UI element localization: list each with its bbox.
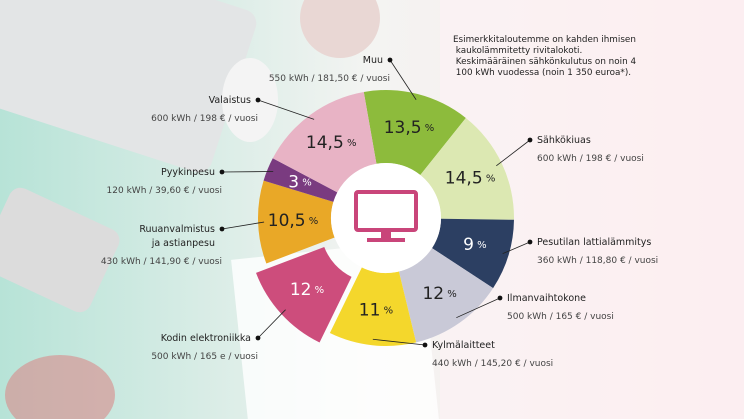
value-label: 3 %	[288, 173, 312, 193]
category-detail: 550 kWh / 181,50 € / vuosi	[269, 74, 390, 84]
category-label: Ruuanvalmistus ja astianpesu	[139, 224, 215, 249]
category-detail: 600 kWh / 198 € / vuosi	[151, 114, 258, 124]
slice	[363, 90, 466, 176]
leader-dot	[387, 57, 393, 63]
leader-dot	[255, 97, 261, 103]
laptop	[0, 0, 257, 173]
slice	[263, 158, 338, 202]
leader-dot	[422, 342, 428, 348]
leader-line	[502, 241, 531, 255]
value-label: 14,5 %	[445, 168, 496, 188]
leader-line	[257, 99, 315, 120]
leader-dot	[255, 335, 261, 341]
slice	[272, 91, 377, 193]
value-label: 13,5 %	[384, 118, 435, 138]
category-detail: 440 kWh / 145,20 € / vuosi	[432, 359, 553, 369]
slice	[329, 267, 417, 347]
value-label: 12 %	[290, 280, 324, 300]
leader-dot	[219, 226, 225, 232]
value-label: 9 %	[463, 235, 487, 255]
phone	[0, 187, 120, 313]
leader-line	[496, 139, 531, 167]
leader-line	[389, 59, 417, 100]
value-label: 10,5 %	[268, 211, 319, 231]
slice	[256, 246, 352, 343]
category-label: Ilmanvaihtokone	[507, 293, 586, 304]
category-label: Kodin elektroniikka	[161, 333, 251, 344]
category-detail: 430 kWh / 141,90 € / vuosi	[101, 257, 222, 267]
category-label: Muu	[363, 55, 383, 66]
slice	[398, 248, 494, 343]
value-label: 12 %	[422, 284, 456, 304]
leader-line	[372, 338, 426, 346]
mouse	[222, 58, 278, 142]
category-label: Sähkökiuas	[537, 135, 591, 146]
center-icon	[331, 163, 441, 273]
slice	[432, 218, 514, 289]
value-label: 14,5 %	[306, 133, 357, 153]
cup	[5, 355, 115, 419]
category-label: Kylmälaitteet	[432, 340, 495, 351]
category-detail: 500 kWh / 165 e / vuosi	[151, 352, 258, 362]
leader-line	[257, 309, 286, 339]
category-detail: 500 kWh / 165 € / vuosi	[507, 312, 614, 322]
plant	[300, 0, 380, 58]
leader-dot	[527, 239, 533, 245]
category-label: Pyykinpesu	[161, 167, 215, 178]
donut: 13,5 % 14,5 % 9 % 12 % 11 % 12 % 10,5 % 3 % 14,5…	[256, 90, 514, 347]
intro-note: Esimerkkitaloutemme on kahden ihmisen ka…	[453, 35, 636, 78]
category-detail: 120 kWh / 39,60 € / vuosi	[107, 186, 222, 196]
slice	[258, 180, 335, 264]
leader-line	[456, 297, 501, 319]
leader-dot	[497, 295, 503, 301]
category-label: Pesutilan lattialämmitys	[537, 237, 651, 248]
slice	[420, 117, 514, 220]
leader-dot	[219, 169, 225, 175]
value-label: 11 %	[359, 300, 393, 320]
leader-dot	[527, 137, 533, 143]
category-label: Valaistus	[209, 95, 251, 106]
category-detail: 360 kWh / 118,80 € / vuosi	[537, 256, 658, 266]
leader-line	[221, 221, 265, 230]
category-detail: 600 kWh / 198 € / vuosi	[537, 154, 644, 164]
